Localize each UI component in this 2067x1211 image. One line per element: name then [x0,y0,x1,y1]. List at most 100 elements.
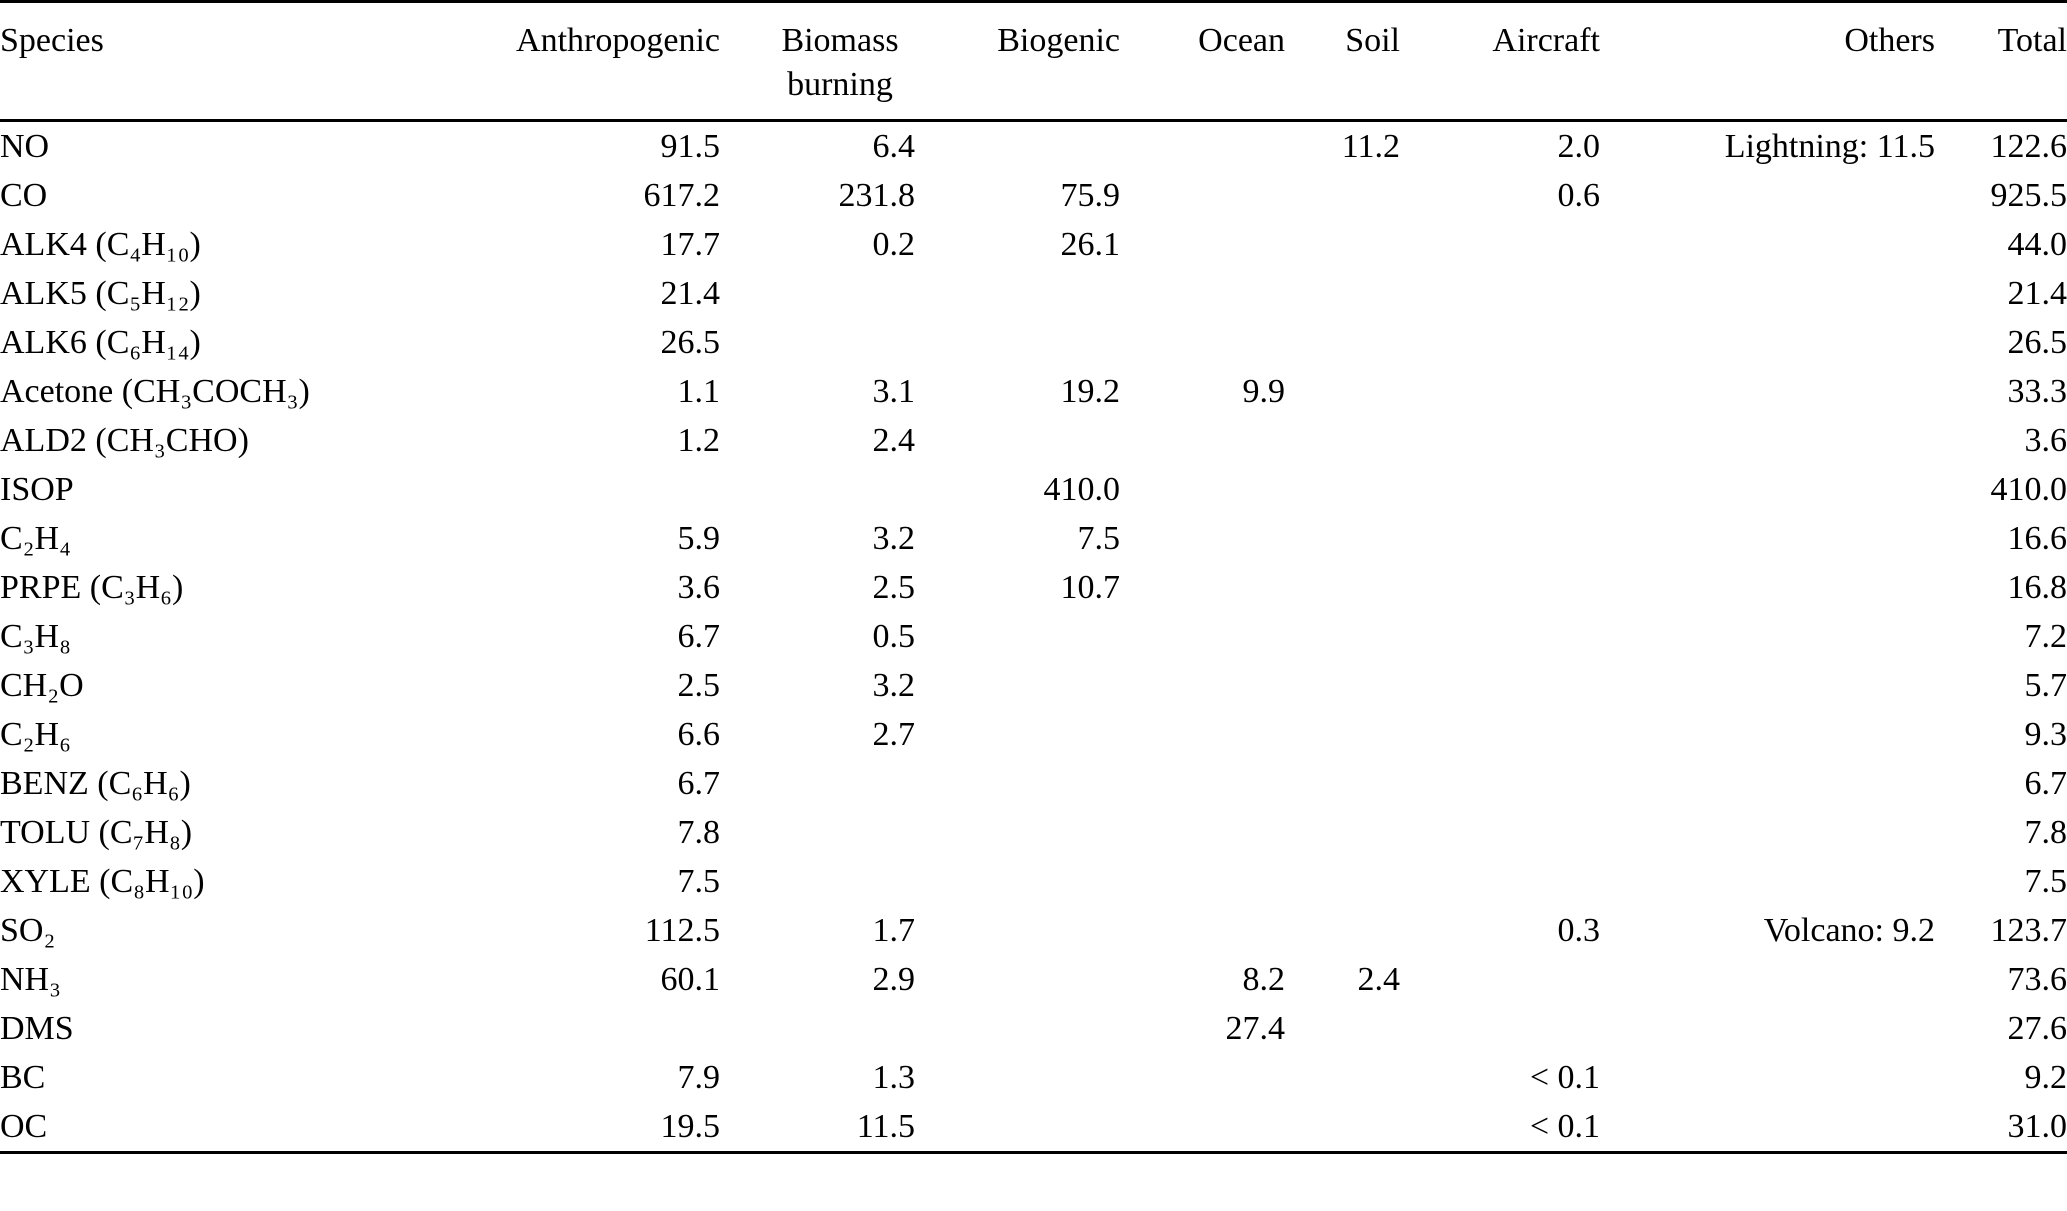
col-header-biomass-burning-label: Biomass burning [781,22,899,103]
soil-cell [1285,1102,1400,1153]
biomass-burning-cell [720,857,915,906]
ocean-cell [1120,318,1285,367]
soil-cell [1285,465,1400,514]
biomass-burning-cell: 3.2 [872,520,916,557]
biomass-burning-cell: 2.4 [872,422,916,459]
total-cell: 44.0 [2007,226,2067,263]
aircraft-cell [1400,710,1600,759]
others-cell [1600,416,1935,465]
others-cell [1600,661,1935,710]
species-cell: CH₂O [0,667,84,704]
biomass-burning-cell: 0.5 [872,618,916,655]
ocean-cell [1120,121,1285,172]
biomass-burning-cell: 0.2 [872,226,916,263]
col-header-species: Species [0,1,460,122]
soil-cell [1285,563,1400,612]
species-cell: CO [0,177,48,214]
aircraft-cell: 0.3 [1557,912,1601,949]
table-row: BENZ (C₆H₆) 6.7 6.7 [0,759,2067,808]
species-cell: ALK4 (C₄H₁₀) [0,226,201,263]
total-cell: 73.6 [2007,961,2067,998]
emissions-table: Species Anthropogenic Biomass burning Bi… [0,0,2067,1154]
biogenic-cell [915,121,1120,172]
col-header-ocean: Ocean [1120,1,1285,122]
table-row: DMS 27.4 27.6 [0,1004,2067,1053]
others-cell [1600,1102,1935,1153]
table-row: TOLU (C₇H₈) 7.8 7.8 [0,808,2067,857]
table-row: NO 91.5 6.4 11.2 2.0 Lightning: 11.5 122… [0,121,2067,172]
ocean-cell [1120,1053,1285,1102]
aircraft-cell [1400,857,1600,906]
biogenic-cell: 7.5 [1077,520,1121,557]
biomass-burning-cell: 1.3 [872,1059,916,1096]
biogenic-cell: 26.1 [1060,226,1121,263]
ocean-cell [1120,465,1285,514]
anthropogenic-cell: 6.7 [677,765,721,802]
biomass-burning-cell: 3.1 [872,373,916,410]
table-row: CH₂O 2.5 3.2 5.7 [0,661,2067,710]
others-cell [1600,563,1935,612]
header-row: Species Anthropogenic Biomass burning Bi… [0,1,2067,122]
aircraft-cell [1400,416,1600,465]
total-cell: 122.6 [1990,128,2067,165]
species-cell: DMS [0,1010,74,1047]
others-cell [1600,808,1935,857]
others-cell: Volcano: 9.2 [1763,912,1935,949]
ocean-cell [1120,220,1285,269]
biogenic-cell [915,808,1120,857]
biomass-burning-cell [720,1004,915,1053]
anthropogenic-cell: 7.9 [677,1059,721,1096]
biogenic-cell [915,955,1120,1004]
ocean-cell [1120,269,1285,318]
biomass-burning-cell: 11.5 [856,1108,915,1145]
others-cell [1600,367,1935,416]
table-row: PRPE (C₃H₆) 3.6 2.5 10.7 16.8 [0,563,2067,612]
total-cell: 26.5 [2007,324,2067,361]
ocean-cell [1120,612,1285,661]
total-cell: 21.4 [2007,275,2067,312]
species-cell: Acetone (CH₃COCH₃) [0,373,310,410]
anthropogenic-cell: 7.8 [677,814,721,851]
soil-cell [1285,318,1400,367]
aircraft-cell [1400,563,1600,612]
species-cell: OC [0,1108,48,1145]
others-cell [1600,857,1935,906]
biomass-burning-cell [720,759,915,808]
aircraft-cell [1400,955,1600,1004]
total-cell: 5.7 [2024,667,2067,704]
anthropogenic-cell: 21.4 [660,275,721,312]
soil-cell [1285,269,1400,318]
biogenic-cell [915,612,1120,661]
anthropogenic-cell: 3.6 [677,569,721,606]
ocean-cell: 27.4 [1225,1010,1286,1047]
col-header-aircraft: Aircraft [1400,1,1600,122]
species-cell: ALK5 (C₅H₁₂) [0,275,201,312]
aircraft-cell [1400,808,1600,857]
biomass-burning-cell: 231.8 [838,177,916,214]
soil-cell [1285,612,1400,661]
biogenic-cell [915,269,1120,318]
species-cell: TOLU (C₇H₈) [0,814,193,851]
species-cell: NH₃ [0,961,61,998]
aircraft-cell [1400,465,1600,514]
anthropogenic-cell: 17.7 [660,226,721,263]
ocean-cell [1120,661,1285,710]
soil-cell [1285,710,1400,759]
anthropogenic-cell: 617.2 [643,177,721,214]
aircraft-cell: 0.6 [1557,177,1601,214]
biomass-burning-cell: 1.7 [872,912,916,949]
table-row: BC 7.9 1.3 < 0.1 9.2 [0,1053,2067,1102]
anthropogenic-cell: 1.2 [677,422,721,459]
soil-cell [1285,759,1400,808]
ocean-cell [1120,563,1285,612]
biogenic-cell [915,906,1120,955]
table-body: NO 91.5 6.4 11.2 2.0 Lightning: 11.5 122… [0,121,2067,1153]
anthropogenic-cell: 26.5 [660,324,721,361]
species-cell: BC [0,1059,46,1096]
aircraft-cell: < 0.1 [1529,1108,1600,1145]
table-row: C₃H₈ 6.7 0.5 7.2 [0,612,2067,661]
biogenic-cell: 19.2 [1060,373,1121,410]
aircraft-cell [1400,612,1600,661]
anthropogenic-cell: 60.1 [660,961,721,998]
soil-cell [1285,1004,1400,1053]
